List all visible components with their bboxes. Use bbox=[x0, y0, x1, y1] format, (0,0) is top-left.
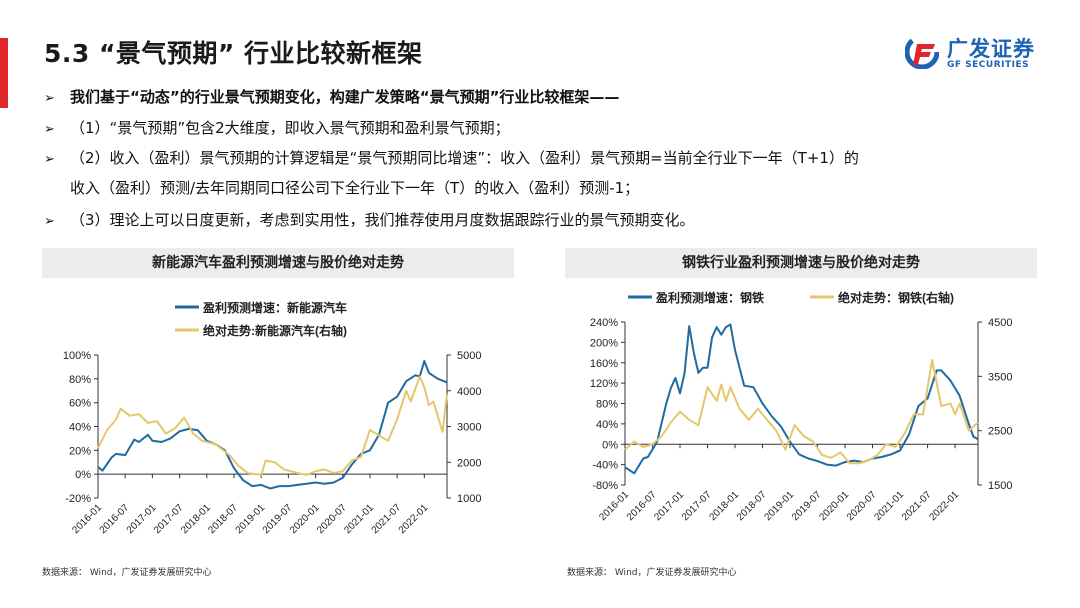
y-left-tick-label: 0% bbox=[602, 439, 618, 451]
y-left-tick-label: 80% bbox=[69, 374, 91, 386]
accent-bar bbox=[0, 38, 8, 108]
source-note: 数据来源： Wind，广发证券发展研究中心 bbox=[567, 568, 737, 578]
x-tick-label: 2022-01 bbox=[927, 489, 961, 523]
y-left-tick-label: 100% bbox=[63, 350, 91, 362]
chart-title-steel: 钢铁行业盈利预测增速与股价绝对走势 bbox=[565, 248, 1037, 278]
series-line-price-index bbox=[624, 359, 979, 465]
y-right-tick-label: 3000 bbox=[457, 422, 481, 434]
y-left-tick-label: 120% bbox=[590, 378, 618, 390]
bullet-text: 我们基于“动态”的行业景气预期变化，构建广发策略“景气预期”行业比较框架—— bbox=[70, 88, 620, 106]
arrow-bullet-icon: ➢ bbox=[44, 152, 55, 167]
y-left-tick-label: 60% bbox=[69, 398, 91, 410]
y-left-tick-label: 240% bbox=[590, 317, 618, 329]
source-note: 数据来源： Wind，广发证券发展研究中心 bbox=[42, 568, 212, 578]
arrow-bullet-icon: ➢ bbox=[44, 214, 55, 229]
page-title: 5.3 “景气预期” 行业比较新框架 bbox=[44, 39, 423, 68]
bullet-text: （2）收入（盈利）景气预期的计算逻辑是“景气预期同比增速”：收入（盈利）景气预期… bbox=[70, 149, 859, 167]
chart-title-nev: 新能源汽车盈利预测增速与股价绝对走势 bbox=[42, 248, 514, 278]
bullet-item: ➢ 我们基于“动态”的行业景气预期变化，构建广发策略“景气预期”行业比较框架—— bbox=[44, 82, 619, 114]
y-right-tick-label: 1500 bbox=[988, 480, 1012, 492]
arrow-bullet-icon: ➢ bbox=[44, 91, 55, 106]
legend-label: 盈利预测增速：新能源汽车 bbox=[202, 300, 347, 315]
logo-cn-text: 广发证券 bbox=[947, 37, 1035, 61]
y-left-tick-label: 200% bbox=[590, 337, 618, 349]
bullet-continuation: 收入（盈利）预测/去年同期同口径公司下全行业下一年（T）的收入（盈利）预测-1； bbox=[70, 179, 640, 197]
y-left-tick-label: 160% bbox=[590, 358, 618, 370]
y-right-tick-label: 2000 bbox=[457, 457, 481, 469]
y-left-tick-label: 40% bbox=[596, 419, 618, 431]
series-line-earnings-growth bbox=[624, 323, 979, 475]
y-left-tick-label: -40% bbox=[592, 460, 618, 472]
bullet-text: （3）理论上可以日度更新，考虑到实用性，我们推荐使用月度数据跟踪行业的景气预期变… bbox=[70, 211, 695, 229]
gf-logo-icon bbox=[905, 35, 939, 69]
series-line-price-index bbox=[97, 375, 448, 476]
y-right-tick-label: 2500 bbox=[988, 426, 1012, 438]
bullet-item: ➢ （3）理论上可以日度更新，考虑到实用性，我们推荐使用月度数据跟踪行业的景气预期… bbox=[44, 205, 695, 237]
y-right-tick-label: 5000 bbox=[457, 350, 481, 362]
y-left-tick-label: 0% bbox=[75, 469, 91, 481]
bullet-item: ➢ （2）收入（盈利）景气预期的计算逻辑是“景气预期同比增速”：收入（盈利）景气预… bbox=[44, 143, 859, 175]
y-left-tick-label: 20% bbox=[69, 445, 91, 457]
y-right-tick-label: 4500 bbox=[988, 317, 1012, 329]
y-right-tick-label: 4000 bbox=[457, 386, 481, 398]
arrow-bullet-icon: ➢ bbox=[44, 122, 55, 137]
bullet-text: （1）“景气预期”包含2大维度，即收入景气预期和盈利景气预期； bbox=[70, 119, 510, 137]
y-left-tick-label: 80% bbox=[596, 399, 618, 411]
y-right-tick-label: 3500 bbox=[988, 371, 1012, 383]
y-right-tick-label: 1000 bbox=[457, 493, 481, 505]
series-line-earnings-growth bbox=[97, 360, 448, 490]
legend-label: 盈利预测增速：钢铁 bbox=[655, 290, 764, 305]
y-left-tick-label: -80% bbox=[592, 480, 618, 492]
y-left-tick-label: 40% bbox=[69, 422, 91, 434]
legend-label: 绝对走势：钢铁(右轴) bbox=[838, 290, 954, 305]
logo-en-text: GF SECURITIES bbox=[947, 60, 1030, 70]
y-left-tick-label: -20% bbox=[65, 493, 91, 505]
bullet-item: ➢ （1）“景气预期”包含2大维度，即收入景气预期和盈利景气预期； bbox=[44, 113, 510, 145]
gf-securities-logo: 广发证券 GF SECURITIES bbox=[905, 35, 1045, 75]
legend-label: 绝对走势:新能源汽车(右轴) bbox=[203, 323, 347, 338]
